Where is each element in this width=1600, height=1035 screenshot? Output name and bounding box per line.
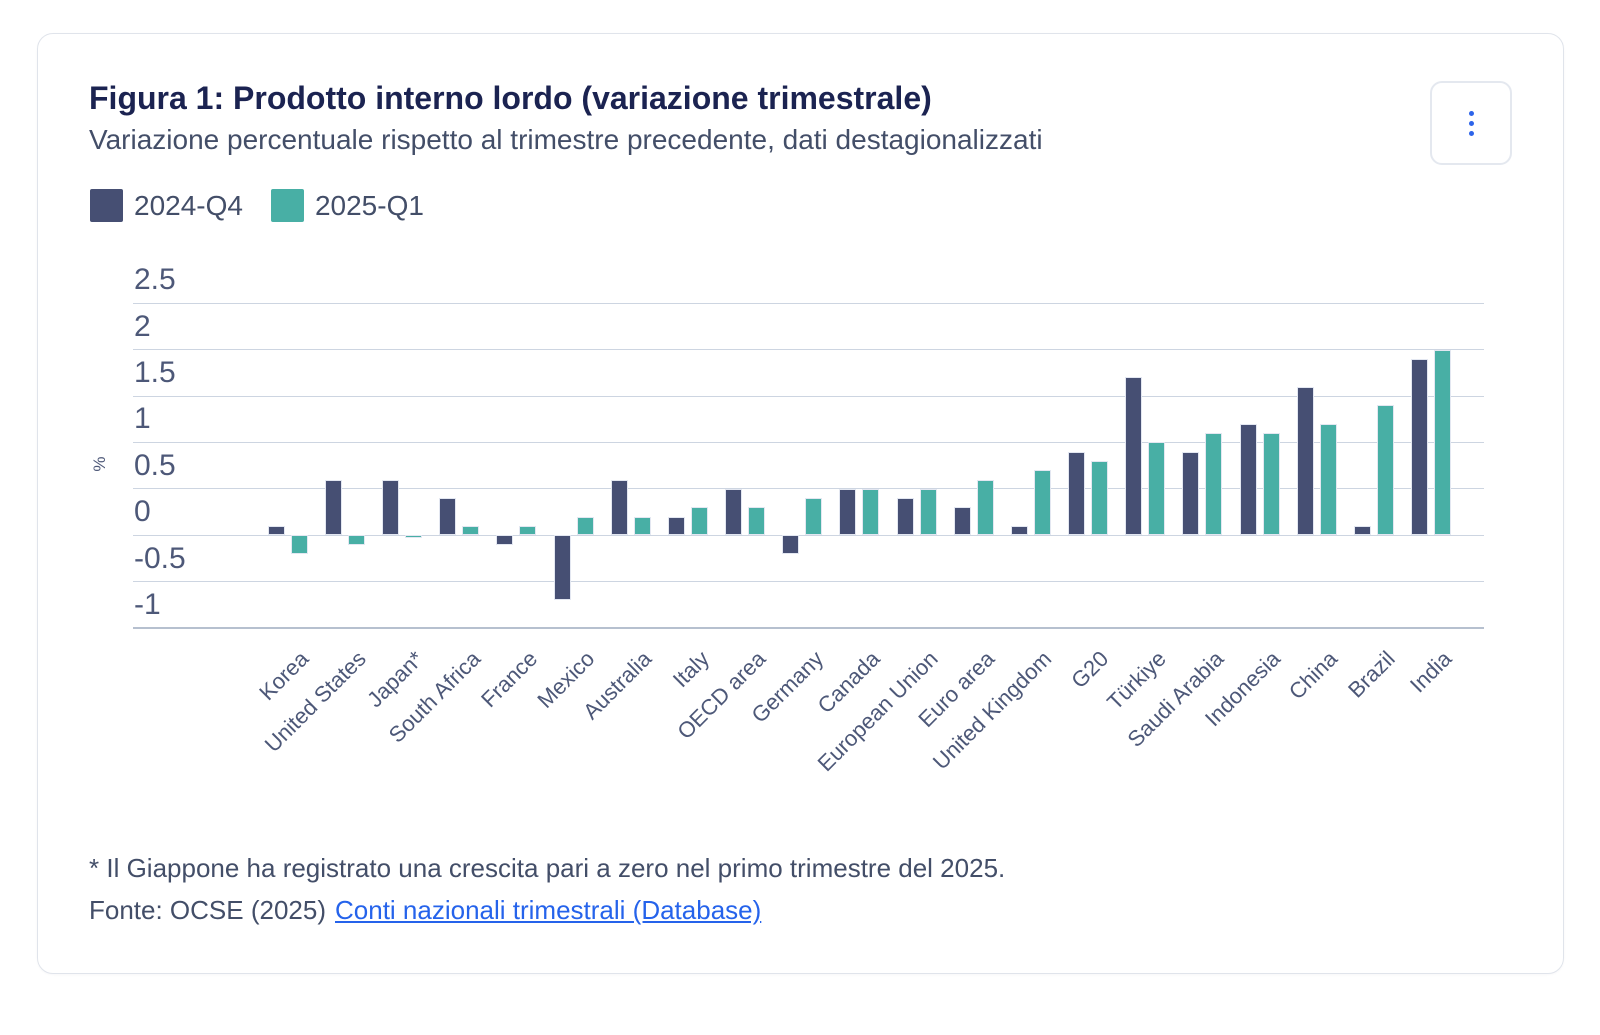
kebab-menu-icon — [1468, 110, 1474, 136]
gridline — [133, 488, 1484, 490]
bar-2024-Q4-Mexico[interactable] — [553, 535, 571, 601]
bar-2025-Q1-Australia[interactable] — [633, 516, 651, 536]
bar-2025-Q1-G20[interactable] — [1091, 461, 1109, 536]
bar-2025-Q1-Germany[interactable] — [805, 498, 823, 536]
x-axis-label-Italy: Italy — [667, 646, 714, 693]
bar-2025-Q1-Brazil[interactable] — [1376, 405, 1394, 536]
y-tick-label: 1 — [134, 402, 151, 436]
figure-subtitle: Variazione percentuale rispetto al trime… — [89, 124, 1043, 155]
bar-2025-Q1-Mexico[interactable] — [576, 516, 594, 536]
source-line: Fonte: OCSE (2025) Conti nazionali trimes… — [89, 894, 761, 927]
bar-2024-Q4-China[interactable] — [1296, 386, 1314, 536]
bar-2025-Q1-Canada[interactable] — [862, 488, 880, 536]
x-axis-line — [133, 627, 1484, 630]
bar-2024-Q4-OECD area[interactable] — [725, 488, 743, 536]
legend-item-2025q1[interactable]: 2025-Q1 — [270, 189, 424, 222]
figure-title: Figura 1: Prodotto interno lordo (variaz… — [89, 80, 932, 116]
gridline — [133, 534, 1484, 536]
x-axis-label-G20: G20 — [1066, 646, 1114, 694]
bar-2024-Q4-Saudi Arabia[interactable] — [1182, 451, 1200, 536]
plot-area: 2.5 2 1.5 1 0.5 0 -0.5 -1 Korea United States Jap… — [133, 263, 1484, 776]
bar-2025-Q1-South Africa[interactable] — [462, 526, 480, 536]
bar-2024-Q4-India[interactable] — [1411, 358, 1429, 536]
bar-2025-Q1-OECD area[interactable] — [748, 507, 766, 536]
bar-2025-Q1-Italy[interactable] — [690, 507, 708, 536]
figure-card: Figura 1: Prodotto interno lordo (variaz… — [37, 33, 1564, 974]
x-axis-label-China: China — [1284, 646, 1343, 705]
x-axis-label-Brazil: Brazil — [1343, 646, 1400, 703]
y-tick-label: -1 — [134, 588, 161, 622]
legend-swatch-2025q1 — [270, 189, 304, 222]
bar-2025-Q1-Korea[interactable] — [290, 535, 308, 554]
chart-legend: 2024-Q4 2025-Q1 — [90, 189, 424, 222]
bar-2024-Q4-Brazil[interactable] — [1353, 526, 1371, 536]
bar-2024-Q4-European Union[interactable] — [896, 498, 914, 536]
legend-item-2024q4[interactable]: 2024-Q4 — [90, 189, 243, 222]
bar-2025-Q1-Indonesia[interactable] — [1262, 433, 1280, 536]
y-axis-title: % — [90, 456, 109, 472]
bar-2024-Q4-Euro area[interactable] — [953, 507, 971, 536]
bar-2024-Q4-United States[interactable] — [324, 479, 342, 536]
source-prefix: Fonte: OCSE (2025) — [89, 895, 326, 925]
bar-2025-Q1-Saudi Arabia[interactable] — [1205, 433, 1223, 536]
y-tick-label: 0.5 — [134, 448, 176, 482]
bar-2025-Q1-France[interactable] — [519, 526, 537, 536]
legend-swatch-2024q4 — [90, 189, 123, 222]
bar-2025-Q1-Euro area[interactable] — [976, 479, 994, 536]
bar-2024-Q4-G20[interactable] — [1068, 451, 1086, 536]
y-tick-label: -0.5 — [134, 541, 186, 575]
y-tick-label: 2 — [134, 309, 151, 343]
bar-2024-Q4-Italy[interactable] — [667, 516, 685, 536]
bar-2024-Q4-Germany[interactable] — [782, 535, 800, 554]
x-axis-label-India: India — [1405, 646, 1457, 698]
y-tick-label: 2.5 — [134, 263, 176, 297]
bar-2025-Q1-Türkiye[interactable] — [1148, 442, 1166, 536]
kebab-menu-button[interactable] — [1430, 81, 1512, 165]
bar-2024-Q4-Türkiye[interactable] — [1125, 377, 1143, 536]
footnote: * Il Giappone ha registrato una crescita… — [89, 853, 1006, 883]
bar-2025-Q1-United Kingdom[interactable] — [1033, 470, 1051, 536]
legend-label-2024q4: 2024-Q4 — [134, 189, 243, 221]
bar-2024-Q4-Korea[interactable] — [267, 526, 285, 536]
y-tick-label: 1.5 — [134, 356, 176, 389]
bar-2024-Q4-Indonesia[interactable] — [1239, 423, 1257, 536]
bar-2025-Q1-China[interactable] — [1319, 423, 1337, 536]
x-axis-labels: Korea United States Japan* South Africa Fran… — [133, 270, 1484, 776]
bar-2024-Q4-Japan*[interactable] — [382, 479, 400, 536]
legend-label-2025q1: 2025-Q1 — [314, 189, 424, 221]
gridline — [133, 302, 1484, 304]
gridline — [133, 395, 1484, 397]
bar-2025-Q1-India[interactable] — [1434, 349, 1452, 536]
bar-2025-Q1-United States[interactable] — [347, 535, 365, 545]
gridline — [133, 349, 1484, 351]
bar-2025-Q1-European Union[interactable] — [919, 488, 937, 536]
y-tick-label: 0 — [134, 495, 151, 529]
bar-2024-Q4-Australia[interactable] — [610, 479, 628, 536]
gridline — [133, 581, 1484, 583]
gridline — [133, 441, 1484, 443]
bar-2024-Q4-South Africa[interactable] — [439, 498, 457, 536]
bar-2024-Q4-United Kingdom[interactable] — [1010, 526, 1028, 536]
bar-2024-Q4-France[interactable] — [496, 535, 514, 545]
bar-2025-Q1-Japan*[interactable] — [405, 535, 423, 539]
bar-2024-Q4-Canada[interactable] — [839, 488, 857, 536]
x-axis-label-France: France — [475, 646, 543, 713]
source-link[interactable]: Conti nazionali trimestrali (Database) — [335, 895, 762, 925]
